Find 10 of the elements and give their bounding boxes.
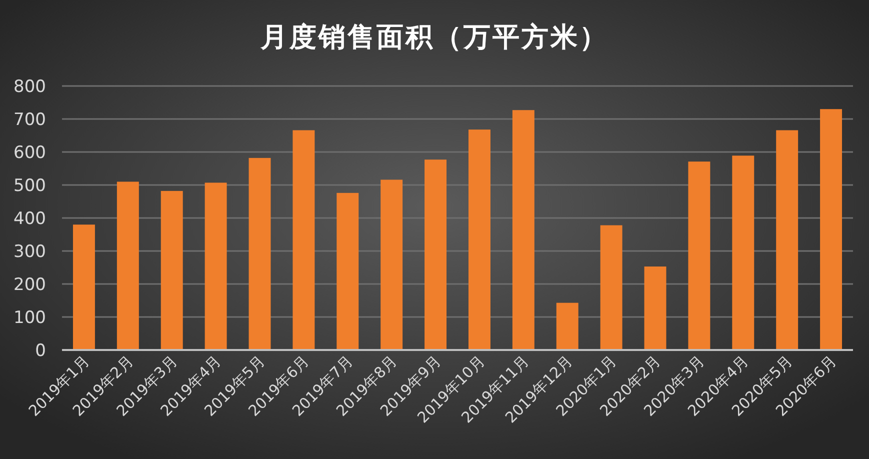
y-tick-label: 200 bbox=[14, 275, 46, 295]
y-tick-label: 100 bbox=[14, 308, 46, 328]
y-tick-label: 300 bbox=[14, 242, 46, 262]
chart-title: 月度销售面积（万平方米） bbox=[260, 22, 608, 53]
y-tick-label: 800 bbox=[14, 77, 46, 97]
y-tick-label: 600 bbox=[14, 143, 46, 163]
y-tick-label: 0 bbox=[35, 341, 46, 361]
y-tick-label: 700 bbox=[14, 110, 46, 130]
y-tick-label: 400 bbox=[14, 209, 46, 229]
y-tick-label: 500 bbox=[14, 176, 46, 196]
